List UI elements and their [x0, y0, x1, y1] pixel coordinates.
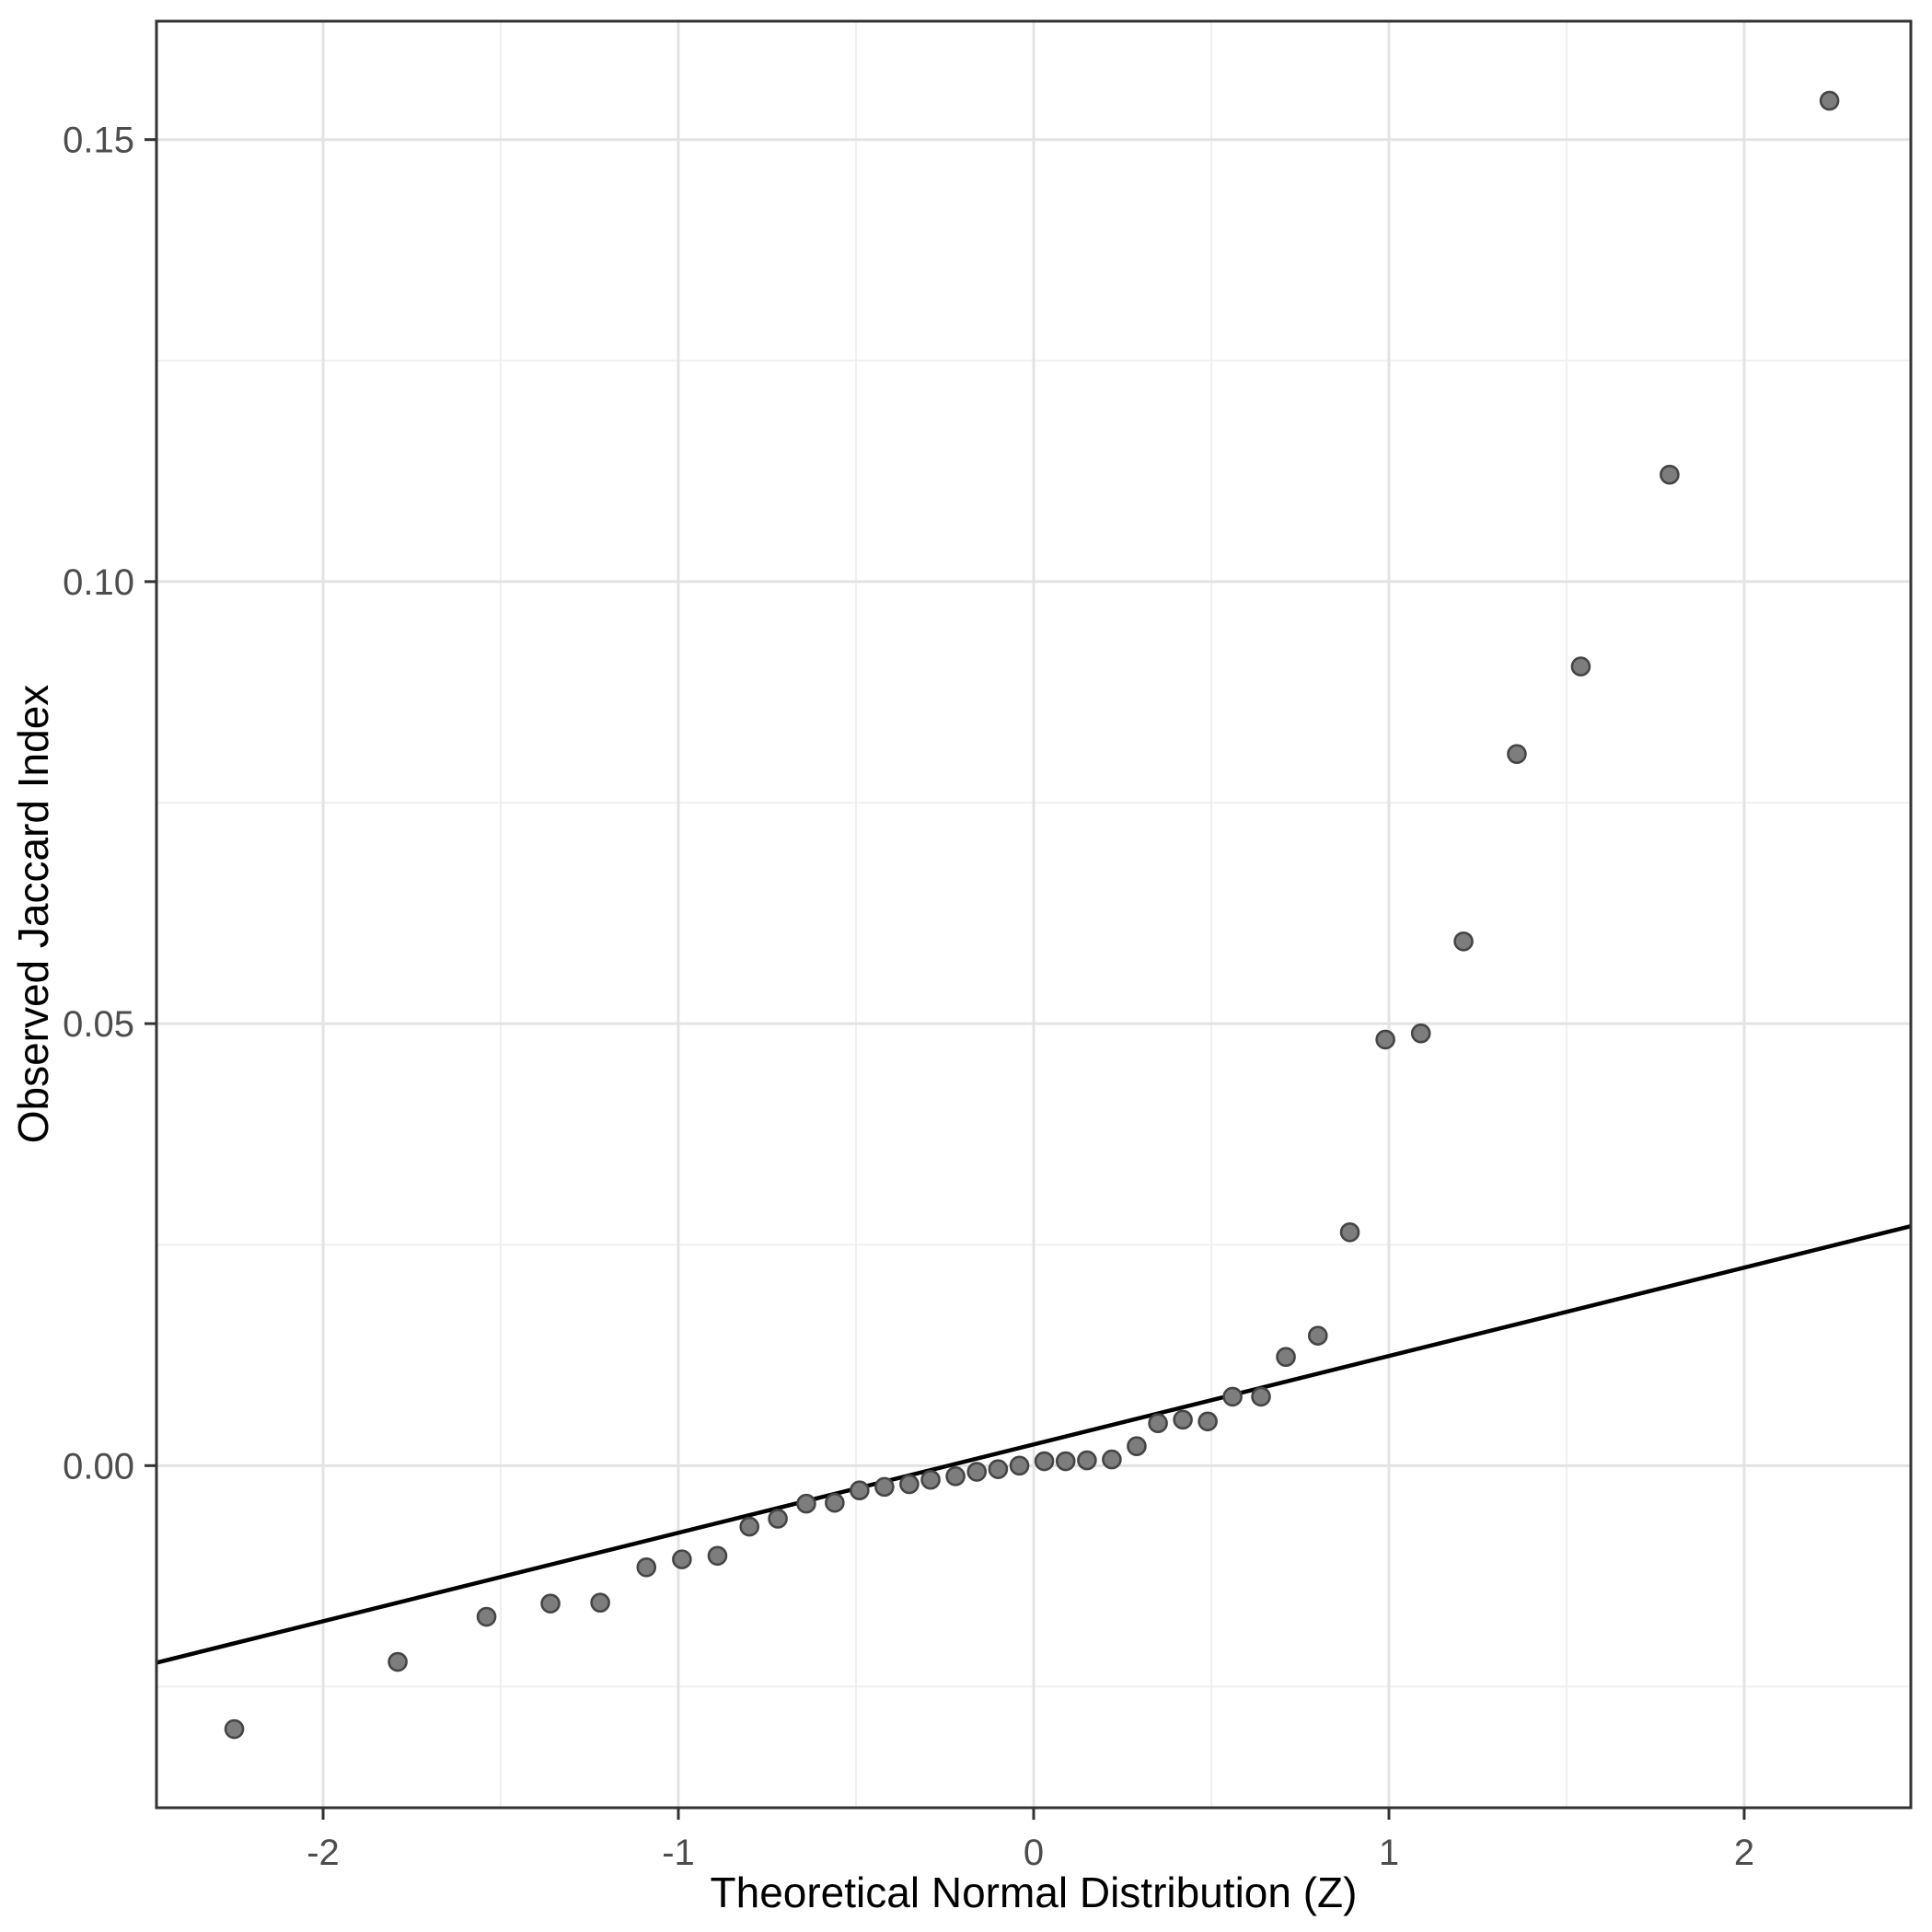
y-tick-label: 0.10	[63, 562, 134, 603]
data-point	[1339, 1221, 1360, 1243]
x-tick-label: 0	[1024, 1833, 1044, 1873]
x-tick-label: -1	[662, 1833, 695, 1873]
data-point	[1507, 744, 1527, 764]
x-axis-tick-labels: -2 -1 0 1 2	[307, 1833, 1754, 1873]
x-tick-label: 2	[1734, 1833, 1754, 1873]
data-point	[540, 1593, 561, 1614]
data-point	[1410, 1023, 1431, 1044]
data-point	[1197, 1411, 1218, 1432]
data-point	[590, 1592, 610, 1613]
data-point	[1307, 1325, 1328, 1346]
data-point	[988, 1459, 1009, 1479]
data-point	[1660, 464, 1680, 485]
reference-line	[156, 1223, 1912, 1665]
data-point	[1034, 1451, 1055, 1472]
data-point	[1819, 90, 1840, 111]
data-point	[739, 1516, 760, 1537]
data-point	[672, 1549, 692, 1569]
x-axis-title: Theoretical Normal Distribution (Z)	[711, 1868, 1358, 1916]
data-point	[768, 1509, 788, 1529]
data-point	[966, 1462, 988, 1482]
data-point	[636, 1556, 657, 1578]
y-axis-title: Observed Jaccard Index	[9, 685, 57, 1144]
y-tick-label: 0.15	[63, 121, 134, 161]
data-point	[825, 1492, 845, 1513]
y-tick-label: 0.00	[63, 1446, 134, 1487]
data-point	[899, 1474, 920, 1495]
scatter-points	[224, 90, 1840, 1740]
y-axis-tick-labels: 0.00 0.05 0.10 0.15	[63, 121, 134, 1487]
data-point	[1102, 1449, 1122, 1470]
data-point	[388, 1651, 408, 1672]
data-point	[1570, 656, 1591, 677]
x-axis-ticks	[321, 1808, 1746, 1820]
data-point	[1127, 1436, 1147, 1456]
data-point	[1276, 1347, 1296, 1367]
data-point	[945, 1466, 966, 1487]
data-point	[1148, 1413, 1168, 1434]
data-point	[1055, 1451, 1076, 1472]
x-tick-label: -2	[307, 1833, 340, 1873]
data-point	[1222, 1386, 1243, 1407]
data-point	[874, 1476, 895, 1498]
data-point	[1173, 1409, 1193, 1430]
data-point	[224, 1718, 245, 1740]
data-point	[1009, 1455, 1030, 1476]
data-point	[476, 1606, 497, 1627]
data-point	[920, 1469, 941, 1490]
y-axis-ticks	[145, 138, 156, 1467]
data-point	[850, 1480, 870, 1501]
grid-major	[156, 21, 1911, 1808]
data-point	[796, 1493, 816, 1514]
data-point	[1077, 1450, 1097, 1471]
data-point	[1251, 1386, 1271, 1407]
data-point	[1453, 931, 1474, 952]
data-point	[707, 1545, 728, 1567]
x-tick-label: 1	[1379, 1833, 1399, 1873]
data-point	[1375, 1029, 1395, 1050]
y-tick-label: 0.05	[63, 1004, 134, 1045]
